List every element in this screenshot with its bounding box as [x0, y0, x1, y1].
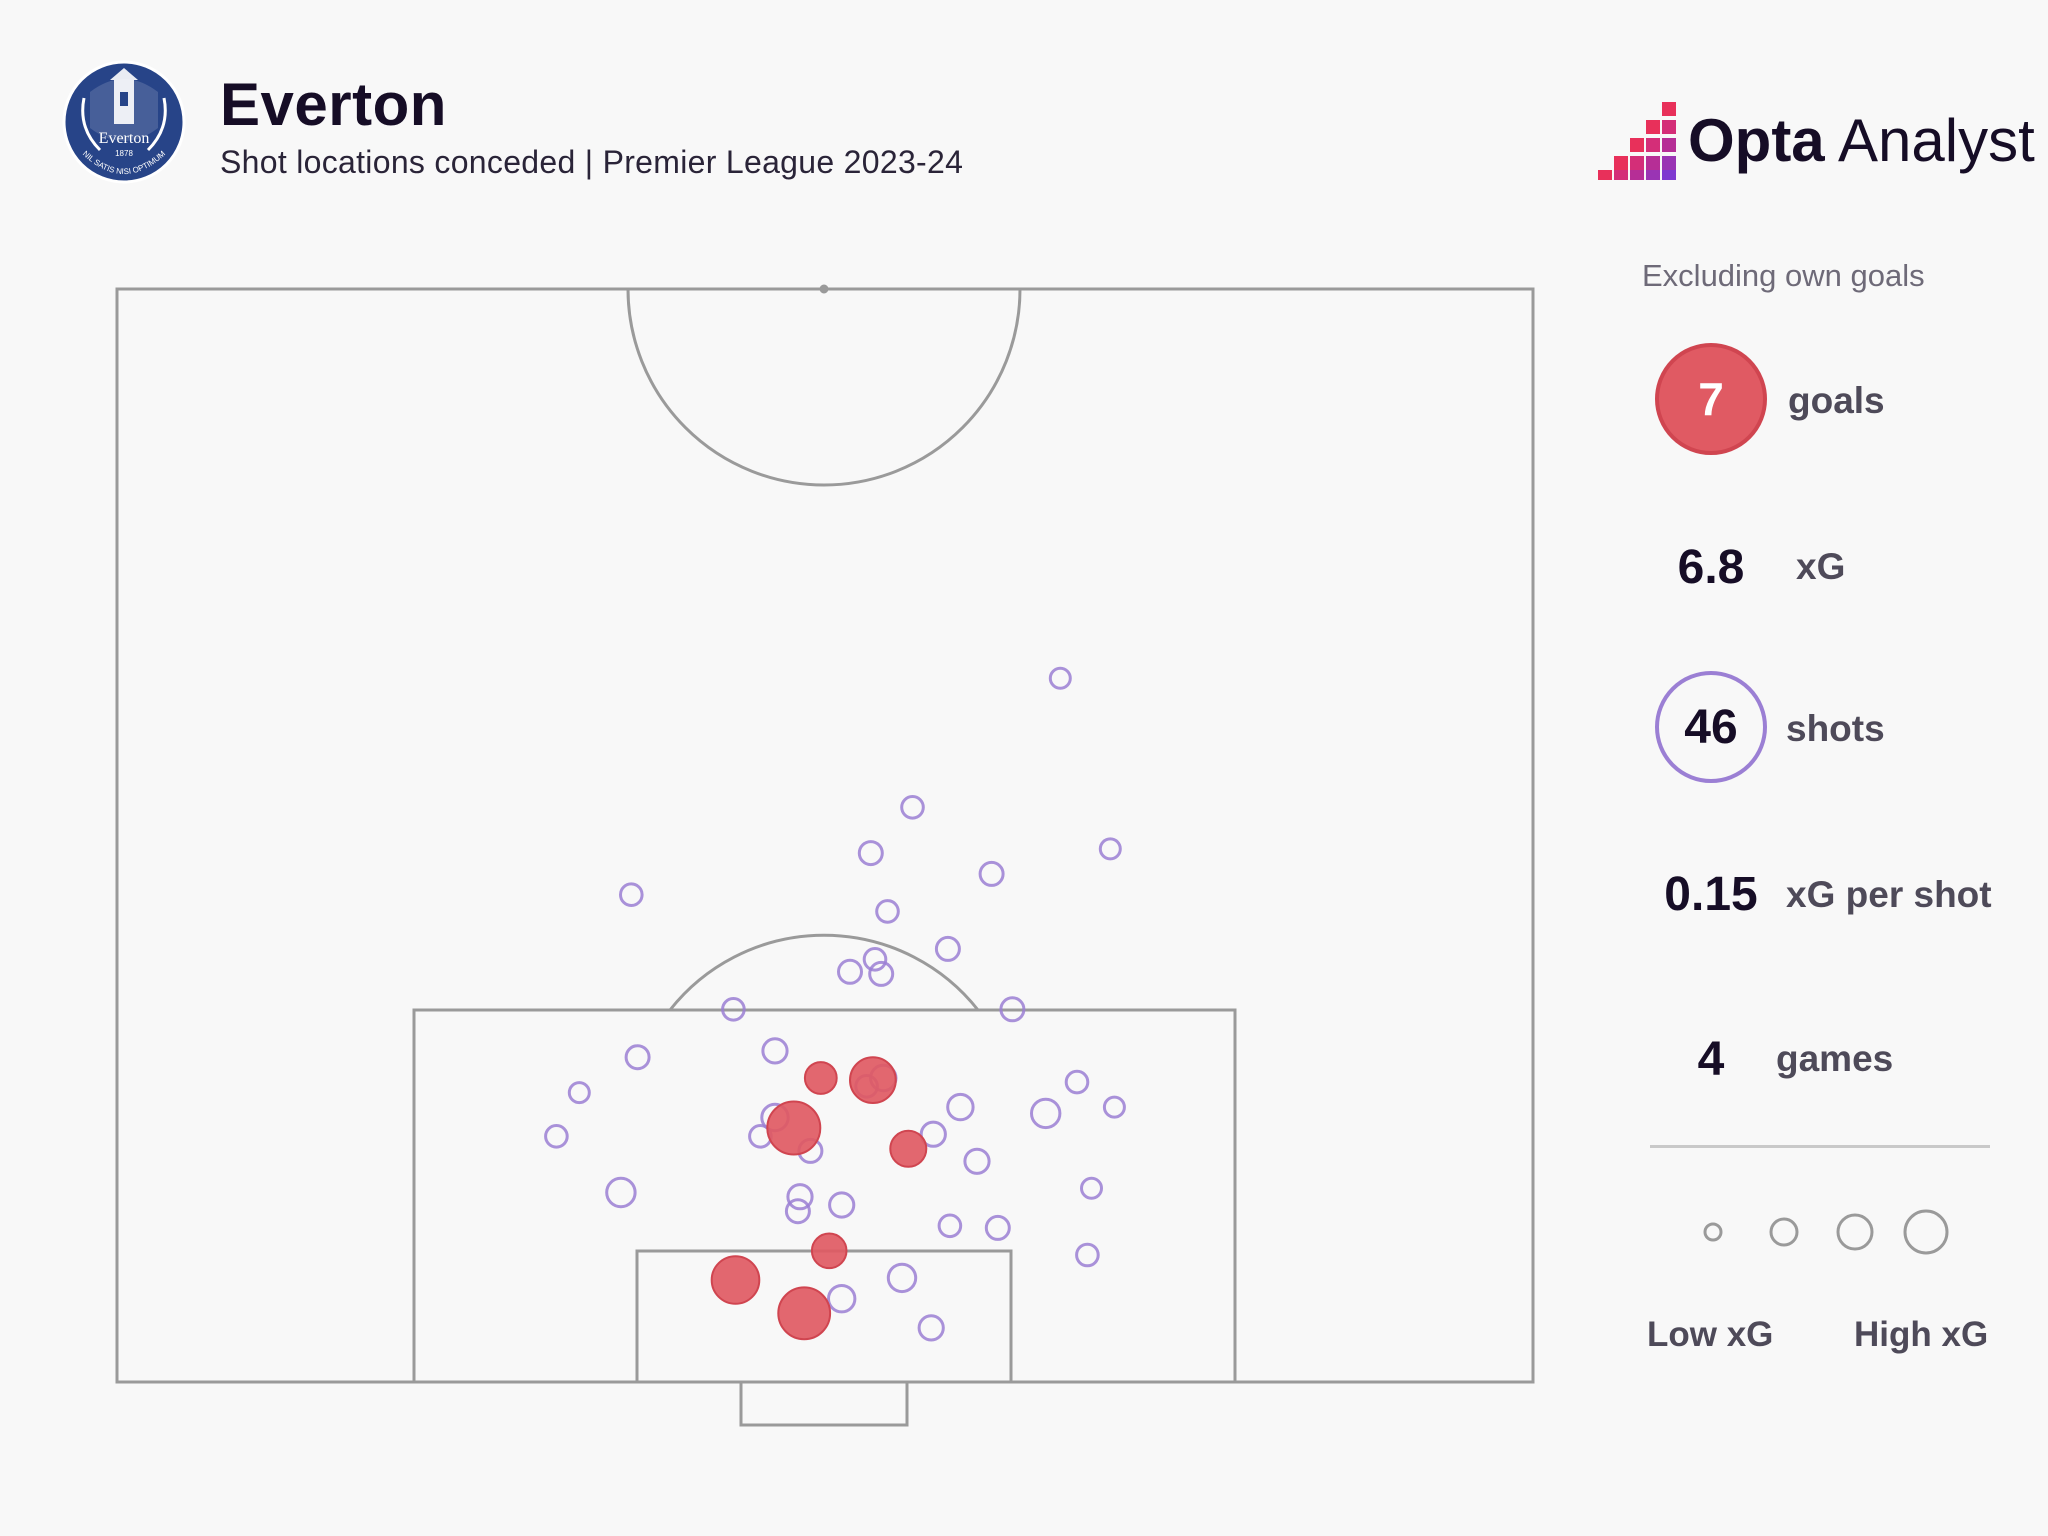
shot-point-13: [761, 1037, 789, 1065]
penalty-arc: [668, 933, 980, 1011]
brand-word-opta: Opta: [1688, 107, 1825, 174]
legend-divider: [1650, 1145, 1990, 1148]
shot-point-9: [837, 958, 863, 985]
shot-point-24: [544, 1124, 569, 1149]
shot-point-4: [1098, 837, 1122, 861]
shot-point-20: [1102, 1095, 1126, 1119]
goal-point-5: [849, 1056, 897, 1104]
brand-word-analyst: Analyst: [1824, 107, 2035, 174]
size-key-circle-4: [1903, 1209, 1949, 1255]
xg-per-shot-label: xG per shot: [1786, 874, 1992, 915]
goal-point-6: [803, 1061, 838, 1095]
shot-point-22: [1030, 1097, 1062, 1130]
xg-per-shot-value: 0.15: [1664, 868, 1758, 921]
size-key-circle-3: [1836, 1213, 1874, 1251]
legend-note: Excluding own goals: [1642, 258, 1925, 293]
shot-point-2: [857, 840, 884, 867]
shot-point-0: [1048, 666, 1072, 690]
shot-point-11: [721, 997, 746, 1022]
crest-year: 1878: [115, 149, 133, 158]
goal: [739, 1380, 909, 1427]
shot-point-34: [984, 1214, 1011, 1241]
size-key-circle-1: [1703, 1222, 1723, 1242]
shot-map: [115, 284, 1535, 1427]
brand-wordmark: Opta Analyst: [1688, 106, 2035, 175]
goals-layer: [710, 1056, 928, 1341]
page-title: Everton: [220, 71, 447, 138]
shot-point-23: [919, 1120, 947, 1148]
high-xg-label: High xG: [1854, 1315, 1989, 1354]
shot-point-1: [900, 795, 925, 820]
shots-label: shots: [1786, 708, 1885, 749]
shots-value: 46: [1684, 700, 1738, 754]
goals-value: 7: [1698, 373, 1724, 425]
shots-badge: 46: [1655, 671, 1767, 783]
opta-logo-icon: [1598, 102, 1676, 180]
shot-point-33: [937, 1213, 963, 1239]
pitch-outline: [115, 287, 1535, 1384]
shot-point-31: [828, 1191, 856, 1219]
shot-point-18: [567, 1081, 591, 1105]
shot-point-35: [1075, 1242, 1100, 1268]
goal-point-4: [889, 1129, 928, 1168]
shot-point-12: [999, 996, 1026, 1023]
shot-point-36: [886, 1262, 918, 1294]
shot-point-32: [784, 1198, 811, 1225]
shot-point-3: [619, 882, 644, 908]
shot-point-29: [1080, 1176, 1103, 1200]
shot-point-6: [875, 899, 900, 924]
goal-point-1: [710, 1255, 761, 1305]
shot-point-37: [827, 1284, 857, 1314]
xg-label: xG: [1796, 546, 1846, 587]
shot-point-19: [946, 1092, 975, 1122]
size-key-circle-2: [1769, 1217, 1799, 1247]
crest-text: Everton: [99, 130, 150, 147]
opta-analyst-logo: Opta Analyst: [1590, 96, 2035, 186]
low-xg-label: Low xG: [1647, 1315, 1774, 1354]
shot-point-28: [605, 1176, 637, 1209]
goal-point-0: [777, 1286, 832, 1341]
page-subtitle: Shot locations conceded | Premier League…: [220, 144, 964, 180]
shot-point-27: [963, 1147, 991, 1175]
shot-point-7: [934, 935, 961, 962]
legend-panel: Excluding own goals 7 goals 6.8 xG 46 sh…: [1600, 240, 2040, 1400]
shot-point-38: [917, 1314, 945, 1342]
goals-badge: 7: [1655, 343, 1767, 455]
shot-point-5: [978, 860, 1005, 887]
shot-point-8: [862, 947, 888, 972]
goal-point-3: [766, 1100, 822, 1156]
goals-label: goals: [1788, 380, 1885, 421]
shot-point-14: [624, 1044, 651, 1071]
everton-crest-icon: Everton 1878 NIL SATIS NISI OPTIMUM: [62, 60, 186, 184]
shot-point-17: [1064, 1069, 1090, 1095]
shot-point-10: [868, 960, 895, 987]
xg-size-key: [1703, 1209, 1949, 1255]
header: Everton 1878 NIL SATIS NISI OPTIMUM Ever…: [0, 0, 2048, 200]
games-value: 4: [1697, 1033, 1725, 1086]
games-label: games: [1776, 1038, 1894, 1079]
goal-point-2: [810, 1232, 848, 1270]
shot-point-30: [786, 1183, 814, 1211]
centre-circle: [626, 288, 1022, 487]
centre-spot: [819, 284, 829, 294]
xg-value: 6.8: [1677, 541, 1745, 594]
